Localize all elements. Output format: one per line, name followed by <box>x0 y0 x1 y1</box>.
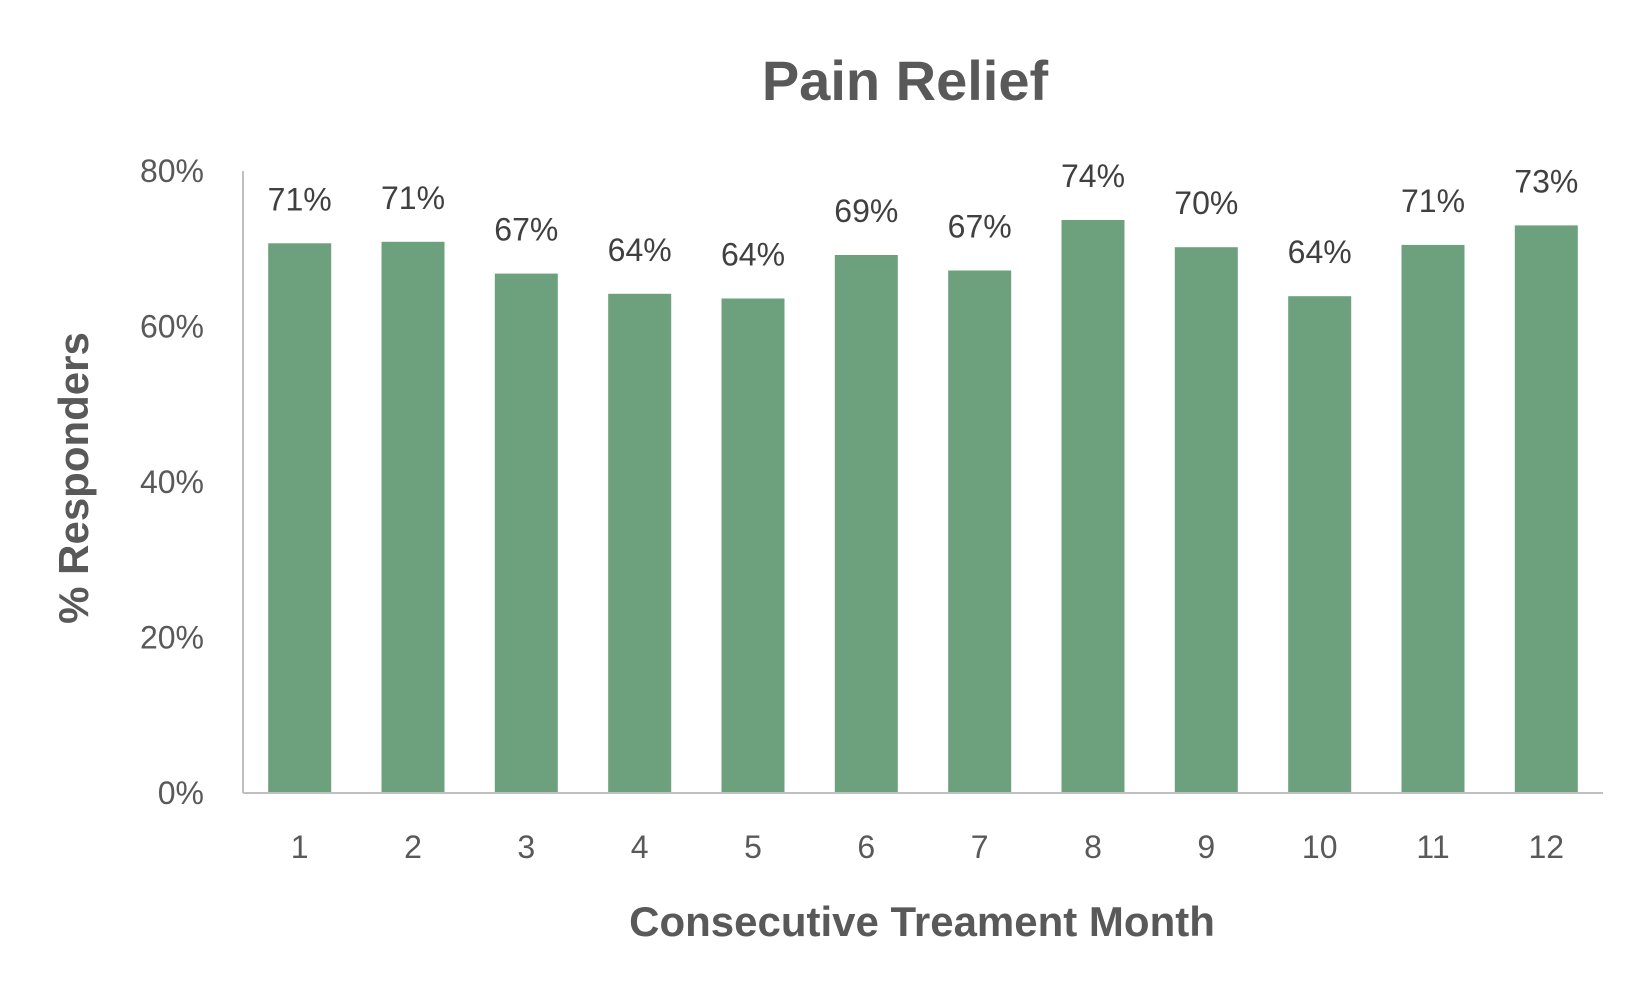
x-tick-label-4: 4 <box>631 829 649 865</box>
y-tick-label-0: 0% <box>158 775 204 811</box>
bar-month-5 <box>721 298 785 793</box>
x-tick-label-10: 10 <box>1302 829 1338 865</box>
x-tick-label-5: 5 <box>744 829 762 865</box>
data-label-month-8: 74% <box>1061 158 1125 194</box>
bar-month-4 <box>608 293 672 793</box>
bar-month-11 <box>1401 244 1465 793</box>
bar-month-9 <box>1174 247 1238 793</box>
y-tick-label-4: 80% <box>140 153 204 189</box>
data-label-month-1: 71% <box>268 181 332 217</box>
data-label-month-5: 64% <box>721 237 785 273</box>
bar-month-10 <box>1288 296 1352 793</box>
x-tick-label-1: 1 <box>291 829 309 865</box>
ticks-group: 1 2 3 4 5 6 7 8 9 10 11 120%20%40%60%80% <box>140 153 1564 865</box>
x-tick-label-6: 6 <box>857 829 875 865</box>
data-label-month-12: 73% <box>1514 163 1578 199</box>
bar-month-7 <box>948 270 1012 793</box>
x-tick-label-7: 7 <box>971 829 989 865</box>
data-label-month-3: 67% <box>494 212 558 248</box>
data-label-month-6: 69% <box>834 193 898 229</box>
bar-month-3 <box>494 273 558 794</box>
chart-title: Pain Relief <box>762 49 1049 112</box>
y-tick-label-3: 60% <box>140 309 204 345</box>
data-label-month-10: 64% <box>1288 234 1352 270</box>
data-label-month-7: 67% <box>948 209 1012 245</box>
x-tick-label-12: 12 <box>1529 829 1565 865</box>
bars-group <box>268 220 1578 794</box>
x-tick-label-2: 2 <box>404 829 422 865</box>
bar-month-12 <box>1514 225 1578 793</box>
data-labels-group: 71% 71% 67% 64% 64% 69% 67% 74% 70% 64% 71% 73% <box>268 158 1579 273</box>
x-tick-label-3: 3 <box>517 829 535 865</box>
y-tick-label-1: 20% <box>140 620 204 656</box>
data-label-month-2: 71% <box>381 180 445 216</box>
data-label-month-9: 70% <box>1174 185 1238 221</box>
x-axis-title: Consecutive Treament Month <box>629 898 1215 945</box>
bar-month-2 <box>381 241 445 794</box>
x-tick-label-9: 9 <box>1197 829 1215 865</box>
bar-month-6 <box>834 255 898 793</box>
y-axis-title: % Responders <box>50 332 97 624</box>
data-label-month-11: 71% <box>1401 183 1465 219</box>
x-tick-label-11: 11 <box>1416 829 1449 865</box>
bar-month-1 <box>268 243 332 794</box>
bar-month-8 <box>1061 220 1125 793</box>
data-label-month-4: 64% <box>608 232 672 268</box>
x-tick-label-8: 8 <box>1084 829 1102 865</box>
y-tick-label-2: 40% <box>140 464 204 500</box>
